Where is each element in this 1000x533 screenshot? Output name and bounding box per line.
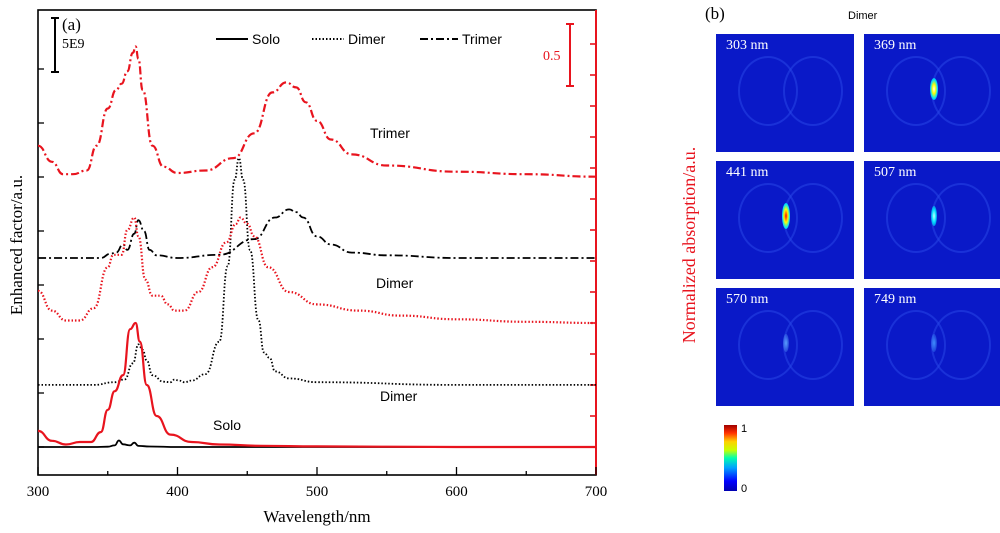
x-tick-label: 400 <box>166 484 189 500</box>
hot-spot <box>931 206 937 226</box>
colorbar <box>724 425 737 491</box>
y-axis-label-right: Normalized absorption/a.u. <box>679 147 699 343</box>
legend-label-dimer: Dimer <box>348 31 386 47</box>
x-tick-label: 500 <box>306 484 329 500</box>
plot-frame <box>37 9 597 476</box>
panel-a-label: (a) <box>62 15 81 34</box>
x-tick-label: 700 <box>585 484 608 500</box>
colorbar-min-label: 0 <box>741 483 748 495</box>
particle-outline-right <box>931 183 991 253</box>
x-tick-label: 300 <box>27 484 50 500</box>
particle-outline-right <box>783 310 843 380</box>
hot-spot <box>782 203 790 229</box>
x-axis-label: Wavelength/nm <box>263 507 370 526</box>
panel-b-label: (b) <box>705 4 725 23</box>
y-axis-label-left: Enhanced factor/a.u. <box>7 175 26 315</box>
series-trimer-absorption <box>37 45 597 178</box>
particle-outline-right <box>783 183 843 253</box>
field-map-441nm: 441 nm <box>716 161 854 279</box>
field-map-label: 441 nm <box>726 165 769 180</box>
left-scale-bar-label: 5E9 <box>62 37 85 52</box>
legend: Solo Dimer Trimer <box>216 31 502 47</box>
x-tick-label: 600 <box>445 484 468 500</box>
series-dimer <box>37 157 596 386</box>
curve-label-trimer: Trimer <box>370 125 410 141</box>
series-layer <box>37 45 597 449</box>
particle-outline-right <box>931 56 991 126</box>
particle-outline-right <box>931 310 991 380</box>
colorbar-max-label: 1 <box>741 423 748 435</box>
curve-label-solo: Solo <box>213 417 241 433</box>
field-map-label: 749 nm <box>874 292 917 307</box>
field-map-749nm: 749 nm <box>864 288 1000 406</box>
hot-spot <box>930 78 938 100</box>
field-map-label: 570 nm <box>726 292 769 307</box>
legend-label-solo: Solo <box>252 31 280 47</box>
curve-label-dimer-lower: Dimer <box>380 388 418 404</box>
field-map-label: 303 nm <box>726 38 769 53</box>
field-map-label: 507 nm <box>874 165 917 180</box>
hot-spot <box>783 334 789 352</box>
curve-label-dimer-upper: Dimer <box>376 275 414 291</box>
particle-outline-right <box>783 56 843 126</box>
field-map-label: 369 nm <box>874 38 917 53</box>
field-map-369nm: 369 nm <box>864 34 1000 152</box>
panel-b-title: Dimer <box>848 10 878 22</box>
x-axis-ticks <box>37 467 597 475</box>
series-trimer <box>37 208 596 259</box>
series-solo-absorption <box>37 321 596 449</box>
right-scale-bar-label: 0.5 <box>543 49 561 64</box>
field-map-507nm: 507 nm <box>864 161 1000 279</box>
hot-spot <box>931 334 937 352</box>
field-map-303nm: 303 nm <box>716 34 854 152</box>
series-dimer-absorption <box>37 216 597 325</box>
field-map-570nm: 570 nm <box>716 288 854 406</box>
legend-label-trimer: Trimer <box>462 31 502 47</box>
